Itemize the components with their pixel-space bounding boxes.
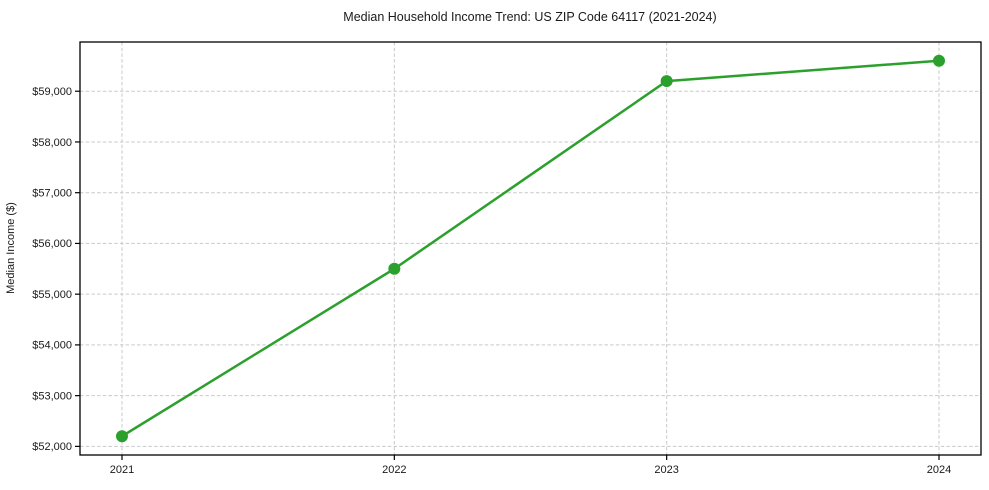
y-tick-label-57000: $57,000 [32,187,72,199]
y-tick-label-58000: $58,000 [32,137,72,149]
y-axis-title: Median Income ($) [5,202,17,294]
y-tick-label-55000: $55,000 [32,289,72,301]
y-axis-tick-labels: $52,000 $53,000 $54,000 $55,000 $56,000 $57,0… [32,86,72,453]
y-tick-label-59000: $59,000 [32,86,72,98]
y-tick-label-56000: $56,000 [32,238,72,250]
x-axis-tick-labels: 2021 2022 2023 2024 [110,464,951,476]
trend-line [120,59,941,438]
x-tick-label-2022: 2022 [382,464,406,476]
data-point-2023 [660,75,673,88]
data-point-2022 [388,262,401,275]
chart-title: Median Household Income Trend: US ZIP Co… [343,10,716,24]
plot-border [79,41,982,456]
data-point-2024 [933,54,945,67]
y-tick-label-53000: $53,000 [32,390,72,402]
x-tick-label-2024: 2024 [927,464,951,476]
x-tick-label-2021: 2021 [110,464,134,476]
gridlines [80,42,981,455]
axis-tick-marks [75,90,940,460]
y-tick-label-52000: $52,000 [32,441,72,453]
x-tick-label-2023: 2023 [654,464,678,476]
y-tick-label-54000: $54,000 [32,340,72,352]
income-trend-series [116,54,945,443]
data-point-2021 [116,430,128,443]
